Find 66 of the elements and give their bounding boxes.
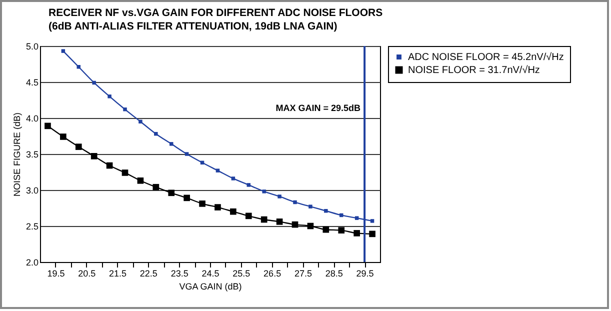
x-tick-label: 21.5 [109,268,127,278]
x-tick-label: 26.5 [264,268,282,278]
point [214,204,221,210]
x-tick-label: 27.5 [294,268,312,278]
x-tick-label: 20.5 [78,268,96,278]
x-axis-title: VGA GAIN (dB) [179,282,242,292]
legend-label: NOISE FLOOR = 31.7nV/√Hz [408,65,540,76]
point [322,226,330,233]
ref-line-label: MAX GAIN = 29.5dB [276,103,362,113]
point [75,144,82,150]
point [61,49,66,53]
point [169,142,174,146]
point [60,134,66,140]
point [293,200,297,204]
point [168,190,175,196]
point [260,216,268,223]
x-tick-label: 28.5 [325,268,343,278]
y-tick-label: 4.5 [26,78,38,88]
point [262,190,266,194]
point [184,152,189,156]
y-tick-label: 5.0 [26,42,38,52]
point [307,222,314,230]
y-tick-label: 3.0 [26,186,38,196]
point [308,204,312,208]
point [324,209,328,213]
point [137,177,144,184]
point [122,170,128,176]
y-axis-title: NOISE FIGURE (dB) [12,112,22,197]
x-tick-label: 24.5 [202,268,220,278]
x-tick-label: 19.5 [47,268,65,278]
point [90,153,98,160]
point [216,168,220,172]
y-tick-label: 2.5 [26,222,38,232]
point [369,230,376,238]
x-tick-label: 22.5 [140,268,158,278]
x-tick-label: 25.5 [232,268,250,278]
point [154,132,158,136]
x-tick-label: 23.5 [170,268,188,278]
point [370,219,374,223]
point [199,200,206,207]
point [44,122,51,130]
point [354,216,359,220]
point [138,120,142,124]
point [92,80,96,85]
point [231,176,236,180]
point [276,218,283,225]
chart-title: RECEIVER NF vs.VGA GAIN FOR DIFFERENT ADC NOISE FLOORS [48,7,383,19]
chart-subtitle: (6dB ANTI-ALIAS FILTER ATTENUATION, 19dB LNA GAIN) [48,20,338,32]
point [292,221,298,228]
point [246,183,251,187]
point [354,230,360,236]
y-tick-label: 2.0 [26,258,38,268]
point [76,65,81,69]
point [123,107,127,112]
y-tick-label: 3.5 [26,150,38,160]
point [152,184,160,190]
y-tick-label: 4.0 [26,114,38,124]
point [278,194,282,198]
point [108,94,112,98]
point [106,162,113,169]
point [338,227,345,234]
legend-label: ADC NOISE FLOOR = 45.2nV/√Hz [408,52,564,63]
point [245,212,252,220]
point [184,194,190,202]
point [230,208,236,215]
x-tick-label: 29.5 [356,268,374,278]
